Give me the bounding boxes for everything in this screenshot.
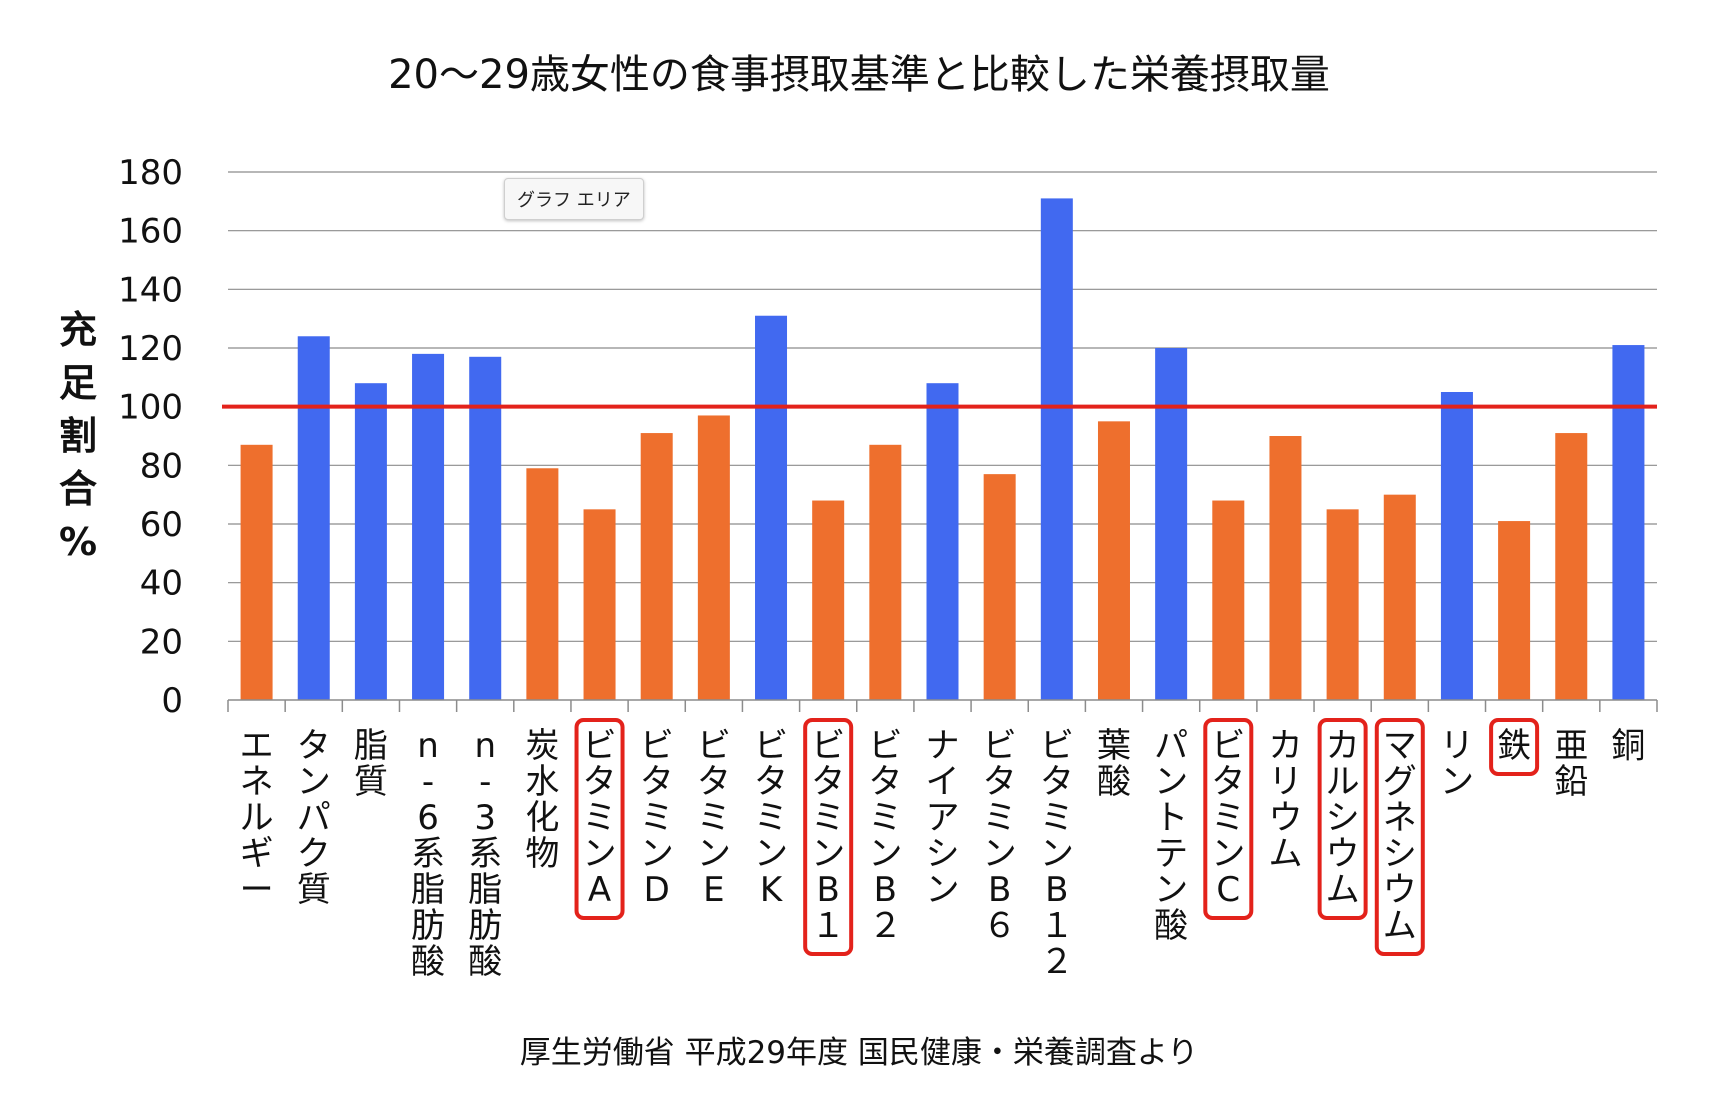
category-label-8: ビタミン E <box>697 726 731 910</box>
category-label-17: ビタミン C <box>1211 726 1245 910</box>
y-tick-label-60: 60 <box>140 505 183 545</box>
y-axis-label: 充足割合% <box>59 308 97 564</box>
category-label-22: 鉄 <box>1497 726 1531 766</box>
bar-1 <box>297 336 330 700</box>
highlight-box-22 <box>1489 718 1540 776</box>
category-label-0: エネルギー <box>240 726 274 910</box>
y-tick-label-120: 120 <box>118 329 183 369</box>
bar-22 <box>1498 521 1531 700</box>
category-label-19: カルシウム <box>1326 726 1360 910</box>
bar-10 <box>812 500 845 700</box>
bar-8 <box>697 415 730 700</box>
y-axis-label-text: 充足割合% <box>59 308 97 564</box>
bar-20 <box>1383 494 1416 700</box>
bar-5 <box>526 468 559 700</box>
bar-13 <box>983 474 1016 700</box>
y-tick-label-40: 40 <box>140 564 183 604</box>
category-label-23: 亜鉛 <box>1554 726 1588 802</box>
category-label-3: n -6 系脂肪酸 <box>411 726 445 982</box>
bar-15 <box>1097 421 1130 700</box>
bar-18 <box>1269 436 1302 700</box>
category-label-11: ビタミン B ２ <box>868 726 902 946</box>
bar-19 <box>1326 509 1359 700</box>
y-tick-label-160: 160 <box>118 212 183 252</box>
highlight-box-10 <box>803 718 854 956</box>
bar-17 <box>1212 500 1245 700</box>
category-label-16: パントテン酸 <box>1154 726 1188 946</box>
y-tick-label-140: 140 <box>118 270 183 310</box>
highlight-box-19 <box>1317 718 1368 920</box>
highlight-box-17 <box>1203 718 1254 920</box>
highlight-box-6 <box>574 718 625 920</box>
category-label-15: 葉酸 <box>1097 726 1131 802</box>
bar-6 <box>583 509 616 700</box>
category-label-24: 銅 <box>1611 726 1645 766</box>
highlight-box-20 <box>1374 718 1425 956</box>
bar-16 <box>1155 348 1188 700</box>
category-label-18: カリウム <box>1268 726 1302 874</box>
y-tick-label-80: 80 <box>140 446 183 486</box>
category-label-12: ナイアシン <box>926 726 960 910</box>
chart-area-tooltip: グラフ エリア <box>504 178 644 220</box>
bar-3 <box>412 353 445 700</box>
bar-23 <box>1555 433 1588 700</box>
source-note: 厚生労働省 平成29年度 国民健康・栄養調査より <box>520 1035 1199 1071</box>
category-label-20: マグネシウム <box>1383 726 1417 946</box>
bar-7 <box>640 433 673 700</box>
category-label-6: ビタミン A <box>583 726 617 910</box>
bar-11 <box>869 444 902 700</box>
bar-12 <box>926 383 959 700</box>
bars <box>240 198 1645 700</box>
bar-2 <box>354 383 387 700</box>
bar-24 <box>1612 345 1645 700</box>
bar-9 <box>755 315 788 700</box>
category-label-5: 炭水化物 <box>525 726 559 874</box>
y-tick-label-180: 180 <box>118 153 183 193</box>
y-tick-label-100: 100 <box>118 388 183 428</box>
chart-title: 20〜29歳女性の食事摂取基準と比較した栄養摂取量 <box>388 52 1330 98</box>
y-tick-label-20: 20 <box>140 622 183 662</box>
bar-0 <box>240 444 273 700</box>
highlight-boxes <box>574 718 1540 956</box>
category-label-1: タンパク質 <box>297 726 331 910</box>
category-label-14: ビタミン B １２ <box>1040 726 1074 982</box>
x-axis <box>227 699 1658 712</box>
y-axis-tick-labels: 0 20 40 60 80 100 120 140 160 180 <box>118 153 183 721</box>
bar-14 <box>1040 198 1073 700</box>
category-label-10: ビタミン B １ <box>811 726 845 946</box>
category-label-2: 脂質 <box>354 726 388 802</box>
category-label-21: リン <box>1440 726 1474 802</box>
y-tick-label-0: 0 <box>161 681 183 721</box>
category-label-4: n -3 系脂肪酸 <box>468 726 502 982</box>
category-label-9: ビタミン K <box>754 726 788 910</box>
category-label-13: ビタミン B ６ <box>983 726 1017 946</box>
bar-21 <box>1440 392 1473 700</box>
category-label-7: ビタミン D <box>640 726 674 910</box>
bar-4 <box>469 356 502 700</box>
